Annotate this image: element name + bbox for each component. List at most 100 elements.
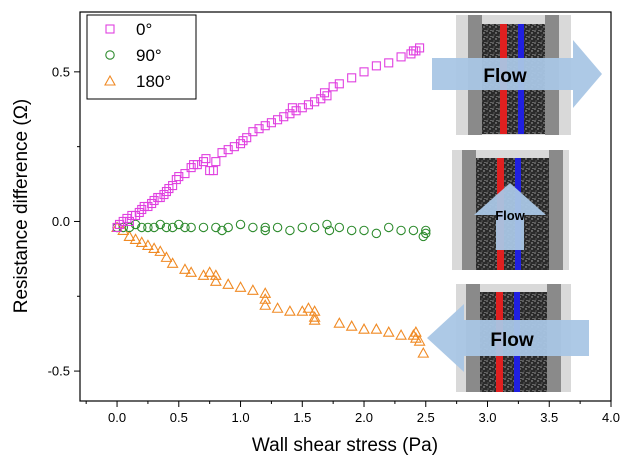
legend: 0° 90° 180°	[86, 14, 197, 100]
square-data-point	[408, 46, 418, 56]
triangle-data-point	[154, 245, 167, 256]
device-inset-top: Flow	[432, 15, 602, 135]
square-data-point	[159, 189, 169, 200]
flow-label-left: Flow	[490, 330, 533, 351]
legend-marker-triangle	[104, 74, 116, 86]
triangle-data-point	[141, 239, 154, 250]
tick-layer: 0.0 0.5 1.0 1.5 2.0 2.5 3.0 3.5 4.0 -0.5 0.0 0.5	[48, 64, 620, 425]
triangle-data-point	[271, 302, 284, 313]
triangle-data-point	[302, 302, 315, 313]
circle-data-point	[248, 222, 258, 233]
square-data-point	[279, 112, 289, 122]
square-data-point	[171, 175, 181, 185]
triangle-data-point	[160, 251, 173, 262]
triangle-data-point	[382, 326, 395, 337]
flow-arrow-right	[432, 40, 602, 108]
square-data-point	[406, 49, 416, 59]
square-data-point	[260, 121, 270, 131]
circle-data-point	[180, 222, 190, 233]
circle-data-point	[309, 222, 320, 233]
square-data-point	[322, 91, 332, 101]
circle-data-point	[161, 222, 172, 233]
triangle-data-point	[409, 332, 422, 343]
square-data-point	[201, 154, 211, 164]
circle-data-point	[136, 222, 147, 233]
triangle-data-point	[246, 284, 259, 295]
square-data-point	[287, 103, 297, 113]
flow-label-up: Flow	[495, 208, 525, 223]
point-layer	[111, 43, 431, 358]
triangle-data-point	[370, 323, 383, 334]
triangle-data-point	[395, 329, 408, 340]
triangle-data-point	[234, 281, 247, 292]
square-data-point	[266, 118, 276, 128]
square-data-point	[208, 166, 218, 176]
x-axis-title: Wall shear stress (Pa)	[252, 435, 438, 456]
square-data-point	[137, 204, 147, 215]
x-tick-label: 2.0	[355, 410, 373, 425]
triangle-data-point	[358, 323, 370, 334]
square-data-point	[334, 79, 344, 89]
circle-data-point	[408, 225, 419, 236]
triangle-data-point	[135, 236, 148, 247]
square-data-point	[217, 148, 227, 158]
plot-frame	[79, 11, 612, 402]
square-data-point	[285, 109, 295, 119]
triangle-data-point	[333, 317, 346, 328]
square-data-point	[134, 207, 144, 218]
triangle-data-point	[259, 293, 272, 304]
circle-data-point	[371, 228, 382, 239]
square-data-point	[124, 216, 134, 227]
series-square	[112, 43, 425, 232]
triangle-data-point	[185, 266, 198, 277]
series-triangle	[111, 221, 430, 358]
square-data-point	[180, 169, 190, 179]
x-tick-label: 1.0	[231, 410, 249, 425]
circle-data-point	[260, 225, 270, 236]
circle-data-point	[149, 222, 159, 233]
circle-data-point	[124, 222, 135, 233]
triangle-data-point	[259, 287, 272, 298]
y-tick-label: -0.5	[48, 364, 70, 379]
x-tick-label: 2.5	[417, 410, 435, 425]
circle-data-point	[155, 219, 166, 230]
triangle-data-point	[209, 269, 222, 280]
x-tick-label: 1.5	[293, 410, 311, 425]
square-data-point	[211, 157, 221, 167]
square-data-point	[229, 142, 239, 152]
triangle-data-point	[179, 263, 191, 274]
legend-entries: 0° 90° 180°	[104, 20, 171, 91]
square-data-point	[161, 186, 171, 197]
triangle-data-point	[409, 326, 422, 337]
circle-data-point	[396, 225, 406, 236]
circle-data-point	[383, 222, 394, 233]
x-tick-label: 0.0	[108, 410, 126, 425]
triangle-data-point	[166, 257, 179, 268]
square-data-point	[248, 127, 258, 137]
square-data-point	[235, 139, 246, 149]
triangle-data-point	[129, 233, 142, 244]
triangle-data-point	[407, 329, 420, 340]
circle-data-point	[186, 222, 196, 233]
circle-data-point	[285, 225, 295, 236]
x-tick-label: 3.5	[540, 410, 558, 425]
square-data-point	[147, 198, 157, 209]
triangle-data-point	[209, 275, 222, 286]
circle-data-point	[322, 219, 332, 230]
square-data-point	[112, 222, 122, 232]
square-data-point	[319, 88, 330, 98]
legend-label: 0°	[136, 20, 152, 39]
square-data-point	[396, 52, 406, 62]
y-tick-label: 0.5	[52, 64, 70, 79]
triangle-data-point	[259, 299, 272, 310]
circle-data-point	[130, 219, 141, 230]
circle-data-point	[418, 231, 429, 242]
square-data-point	[122, 213, 132, 224]
device-inset-bottom: Flow	[427, 284, 589, 392]
square-data-point	[273, 115, 283, 125]
x-tick-label: 4.0	[602, 410, 620, 425]
y-axis-title: Resistance difference (Ω)	[11, 99, 32, 314]
circle-data-point	[174, 219, 184, 230]
square-data-point	[223, 145, 233, 155]
